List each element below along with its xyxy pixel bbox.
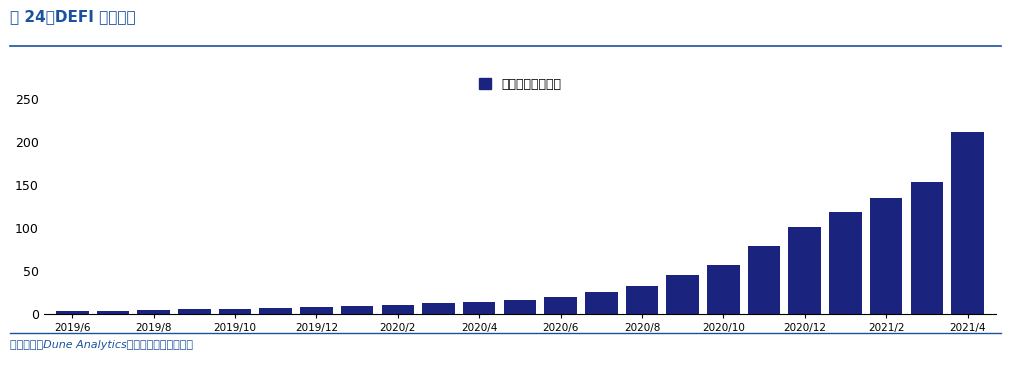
Text: 图 24：DEFI 用户人数: 图 24：DEFI 用户人数: [10, 9, 135, 24]
Bar: [260, 308, 292, 314]
Bar: [423, 303, 455, 314]
Bar: [585, 292, 618, 314]
Bar: [951, 132, 984, 314]
Bar: [381, 305, 415, 314]
Bar: [707, 265, 740, 314]
Bar: [178, 309, 210, 314]
Bar: [666, 275, 699, 314]
Bar: [300, 307, 333, 314]
Bar: [544, 297, 577, 314]
Text: 资料来源：Dune Analytics，安信证券研究中心；: 资料来源：Dune Analytics，安信证券研究中心；: [10, 340, 193, 350]
Bar: [56, 311, 89, 314]
Bar: [869, 198, 903, 314]
Bar: [97, 311, 129, 314]
Bar: [463, 302, 495, 314]
Bar: [503, 300, 536, 314]
Bar: [626, 286, 658, 314]
Legend: 用户数量（万人）: 用户数量（万人）: [473, 72, 566, 96]
Bar: [789, 227, 821, 314]
Bar: [748, 246, 780, 314]
Bar: [341, 306, 373, 314]
Bar: [911, 182, 943, 314]
Bar: [829, 212, 861, 314]
Bar: [137, 310, 170, 314]
Bar: [218, 309, 252, 314]
